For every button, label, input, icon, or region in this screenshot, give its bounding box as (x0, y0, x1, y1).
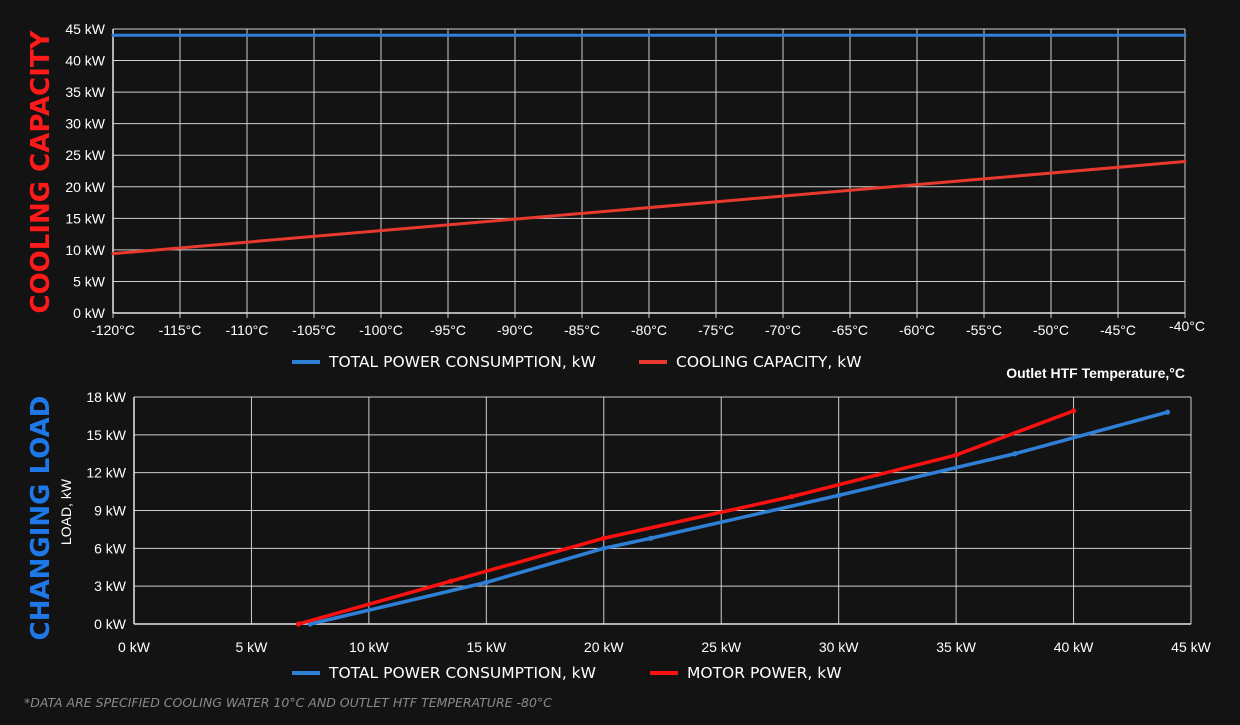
chart2-legend: TOTAL POWER CONSUMPTION, kW MOTOR POWER,… (292, 664, 842, 682)
cooling-capacity-side-title: COOLING CAPACITY (26, 29, 56, 313)
chart1-y-tick-label: 25 kW (65, 147, 105, 163)
chart2-y-tick-label: 0 kW (94, 616, 127, 632)
chart2-x-tick-label: 35 kW (936, 639, 976, 655)
chart1-y-tick-label: 10 kW (65, 242, 105, 258)
changing-load-chart: 0 kW 3 kW 6 kW 9 kW 12 kW 15 kW 18 kW 0 kW 5 kW 1… (86, 389, 1211, 655)
chart2-series-line-1 (296, 409, 1076, 626)
chart1-x-tick-label: -90°C (497, 322, 533, 338)
legend-label-cooling-capacity: COOLING CAPACITY, kW (676, 353, 862, 371)
chart2-x-tick-label: 45 kW (1171, 639, 1211, 655)
chart2-series-0-point (1164, 409, 1171, 415)
chart1-x-tick-label: -85°C (564, 322, 600, 338)
chart1-y-tick-label: 20 kW (65, 179, 105, 195)
chart1-x-tick-label: -105°C (292, 322, 336, 338)
legend-label-motor-power: MOTOR POWER, kW (687, 664, 842, 682)
chart1-x-tick-label: -95°C (430, 322, 466, 338)
chart2-series-1-point (601, 535, 607, 541)
chart2-series-0-point (483, 579, 489, 585)
chart2-x-tick-label: 30 kW (819, 639, 859, 655)
chart1-y-tick-label: 45 kW (65, 21, 105, 37)
chart2-series-0-point (601, 545, 607, 551)
chart1-x-tick-label: -60°C (899, 322, 935, 338)
chart2-y-tick-label: 6 kW (94, 540, 127, 556)
chart1-y-tick-label: 15 kW (65, 210, 105, 226)
chart1-x-axis-title: Outlet HTF Temperature,°C (1006, 365, 1185, 381)
legend-label-total-power: TOTAL POWER CONSUMPTION, kW (328, 353, 596, 371)
footnote: *DATA ARE SPECIFIED COOLING WATER 10°C A… (24, 695, 552, 710)
chart2-series-0-point (1012, 451, 1018, 457)
chart1-x-tick-label: -65°C (832, 322, 868, 338)
chart1-y-tick-label: 40 kW (65, 53, 105, 69)
chart2-x-tick-label: 0 kW (118, 639, 151, 655)
chart2-series-0-point (648, 535, 654, 541)
chart1-x-tick-label: -110°C (226, 322, 269, 338)
chart2-x-tick-label: 10 kW (349, 639, 389, 655)
chart1-x-tick-label: -80°C (631, 322, 667, 338)
chart2-series-1-point (789, 494, 795, 500)
chart1-y-tick-label: 5 kW (73, 273, 106, 289)
chart2-x-tick-label: 5 kW (235, 639, 268, 655)
chart2-x-tick-label: 40 kW (1054, 639, 1094, 655)
chart1-x-tick-label: -45°C (1100, 322, 1136, 338)
chart2-series-1-point (953, 452, 959, 458)
chart2-x-tick-label: 20 kW (584, 639, 624, 655)
chart2-series-1-point (295, 621, 302, 627)
chart2-y-tick-label: 15 kW (86, 427, 126, 443)
chart2-x-tick-label: 15 kW (466, 639, 506, 655)
chart1-x-tick-label: -100°C (359, 322, 403, 338)
chart1-x-tick-label: -50°C (1033, 322, 1069, 338)
chart2-x-tick-label: 25 kW (701, 639, 741, 655)
chart1-x-tick-label: -115°C (159, 322, 202, 338)
chart2-y-tick-label: 18 kW (86, 389, 126, 405)
chart1-x-tick-label: -70°C (765, 322, 801, 338)
chart1-x-tick-label: -55°C (966, 322, 1002, 338)
chart2-series-1-point (448, 578, 454, 584)
chart1-y-tick-label: 0 kW (73, 305, 106, 321)
chart2-y-tick-label: 12 kW (86, 465, 126, 481)
chart2-y-tick-label: 9 kW (94, 503, 127, 519)
chart1-x-tick-label: -75°C (698, 322, 734, 338)
chart2-y-axis-title: LOAD, kW (58, 478, 74, 545)
chart1-y-tick-label: 35 kW (65, 84, 105, 100)
chart1-x-tick-label: -40°C (1169, 318, 1205, 334)
cooling-capacity-chart: 0 kW 5 kW 10 kW 15 kW 20 kW 25 kW 30 kW 35 kW 40… (65, 21, 1205, 338)
chart2-series-0-point (836, 492, 842, 498)
chart2-y-tick-label: 3 kW (94, 578, 127, 594)
chart1-x-tick-label: -120°C (91, 322, 135, 338)
chart1-y-tick-label: 30 kW (65, 116, 105, 132)
chart2-series-1-point (1070, 408, 1077, 414)
legend-label-total-power-2: TOTAL POWER CONSUMPTION, kW (328, 664, 596, 682)
chart1-legend: TOTAL POWER CONSUMPTION, kW COOLING CAPA… (292, 353, 862, 371)
changing-load-side-title: CHANGING LOAD (26, 396, 56, 641)
chart1-series-line-1 (111, 160, 1187, 256)
chart2-series-line-0 (308, 410, 1170, 626)
